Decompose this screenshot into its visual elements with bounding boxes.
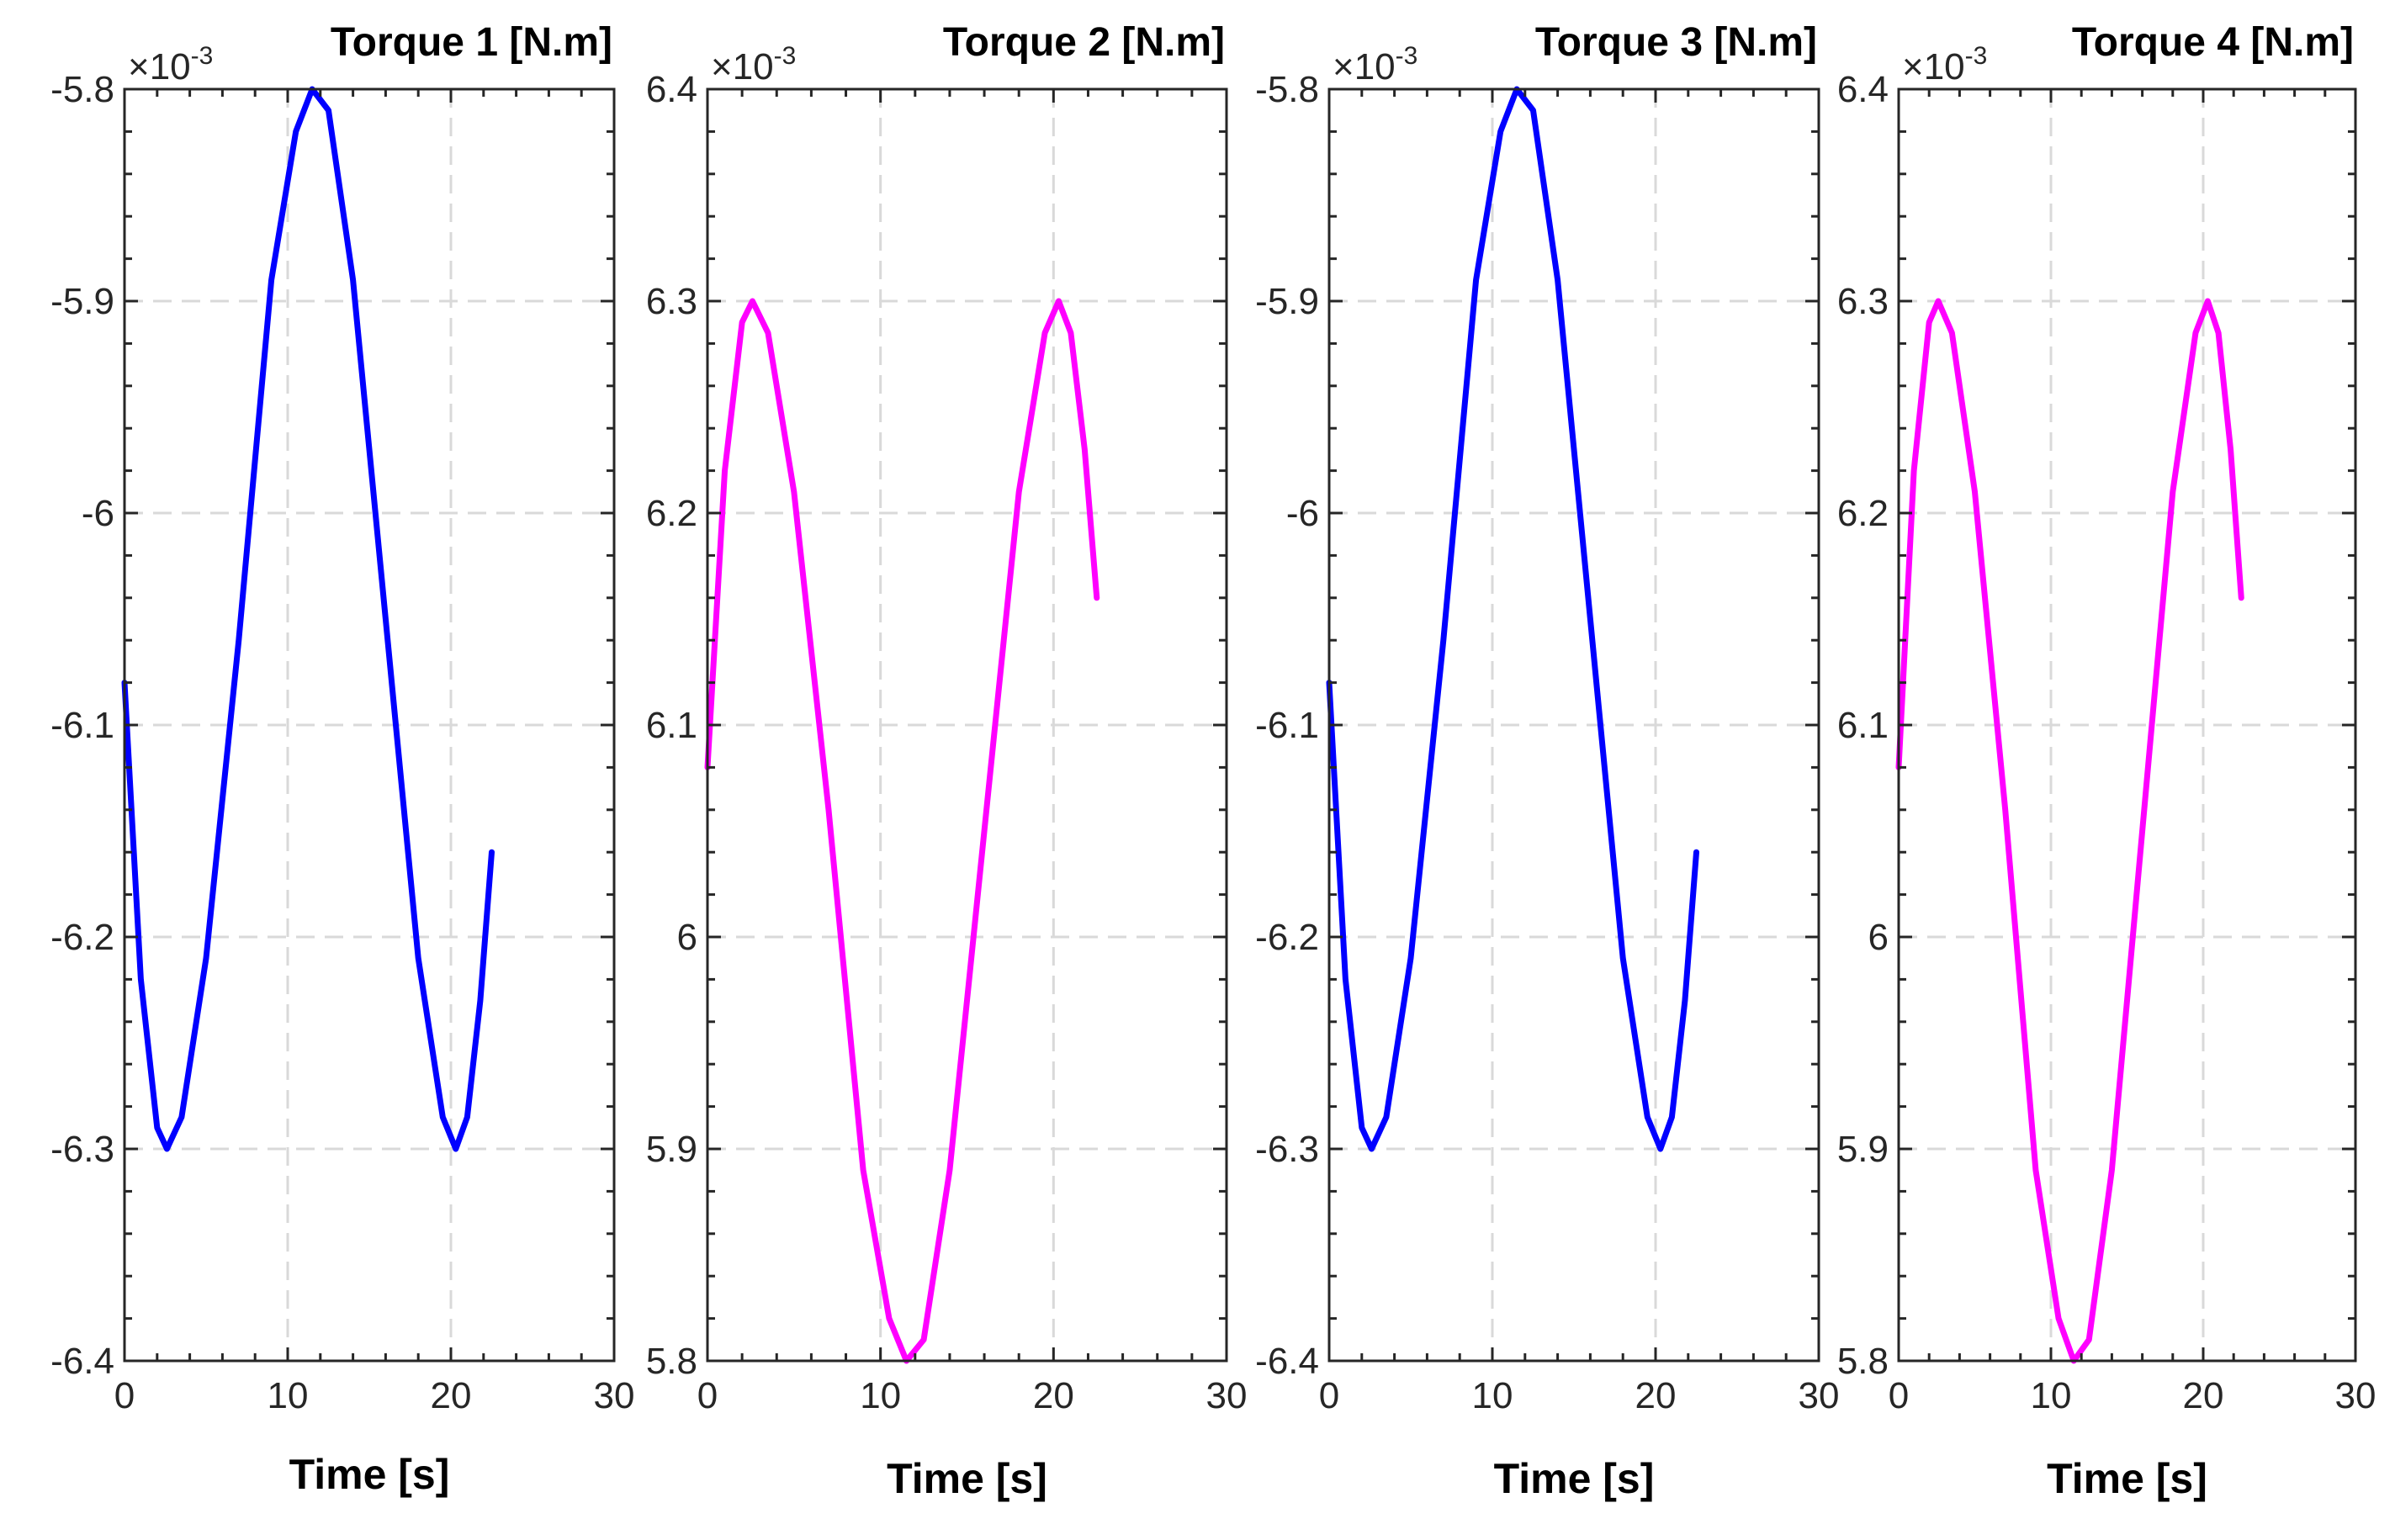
chart-title: Torque 2 [N.m] <box>943 20 1225 65</box>
y-exponent-power: -3 <box>191 42 214 70</box>
y-tick-label: 6 <box>677 917 697 958</box>
y-tick-label: -5.9 <box>1255 281 1319 322</box>
y-exponent-label: ×10-3 <box>1333 42 1417 87</box>
y-tick-label: -6.1 <box>1255 705 1319 746</box>
y-tick-label: -6.3 <box>50 1129 114 1170</box>
x-axis-title: Time [s] <box>289 1451 450 1498</box>
y-tick-label: 6.1 <box>646 705 697 746</box>
y-tick-label: 5.8 <box>1837 1341 1889 1382</box>
y-tick-label: 6.4 <box>1837 69 1889 110</box>
x-tick-label: 10 <box>2031 1375 2072 1416</box>
y-tick-label: -6.4 <box>1255 1341 1319 1382</box>
y-exponent-label: ×10-3 <box>1902 42 1987 87</box>
y-tick-label: 6.3 <box>1837 281 1889 322</box>
x-tick-label: 30 <box>1799 1375 1840 1416</box>
x-tick-label: 30 <box>1206 1375 1248 1416</box>
y-exponent-power: -3 <box>1396 42 1418 70</box>
y-tick-label: -6 <box>1286 493 1319 534</box>
y-tick-label: -6.1 <box>50 705 114 746</box>
y-tick-label: -5.8 <box>1255 69 1319 110</box>
y-tick-label: 5.9 <box>646 1129 697 1170</box>
y-tick-label: -5.9 <box>50 281 114 322</box>
y-tick-label: -6.2 <box>50 917 114 958</box>
x-axis-title: Time [s] <box>1494 1455 1655 1502</box>
x-tick-label: 10 <box>268 1375 309 1416</box>
x-tick-label: 0 <box>697 1375 718 1416</box>
y-tick-label: 6.3 <box>646 281 697 322</box>
x-tick-label: 10 <box>1472 1375 1513 1416</box>
x-tick-label: 0 <box>1319 1375 1339 1416</box>
subplot-4: 0 10 20 30 5.8 5.9 6 6.1 6.2 6.3 6.4 ×10-3 Torque 4 … <box>1837 20 2376 1502</box>
x-axis-title: Time [s] <box>887 1455 1047 1502</box>
x-tick-label: 20 <box>1635 1375 1677 1416</box>
y-tick-label: 6.1 <box>1837 705 1889 746</box>
subplot-3: 0 10 20 30 -6.4 -6.3 -6.2 -6.1 -6 -5.9 -5.8 ×10-3 To… <box>1255 20 1839 1502</box>
y-tick-label: 5.8 <box>646 1341 697 1382</box>
x-tick-label: 30 <box>2335 1375 2376 1416</box>
y-exponent-power: -3 <box>774 42 797 70</box>
y-tick-label: 6.2 <box>1837 493 1889 534</box>
chart-title: Torque 4 [N.m] <box>2072 20 2354 65</box>
y-tick-label: -5.8 <box>50 69 114 110</box>
x-tick-label: 20 <box>431 1375 472 1416</box>
subplot-2: 0 10 20 30 5.8 5.9 6 6.1 6.2 6.3 6.4 ×10-3 Torque 2 … <box>646 20 1248 1502</box>
y-tick-label: 6.2 <box>646 493 697 534</box>
y-exponent-label: ×10-3 <box>128 42 213 87</box>
y-tick-label: 5.9 <box>1837 1129 1889 1170</box>
x-axis-title: Time [s] <box>2047 1455 2207 1502</box>
y-tick-label: -6.3 <box>1255 1129 1319 1170</box>
x-tick-label: 0 <box>114 1375 135 1416</box>
y-tick-label: 6 <box>1868 917 1889 958</box>
x-tick-label: 20 <box>1033 1375 1074 1416</box>
chart-title: Torque 1 [N.m] <box>331 20 612 65</box>
x-tick-label: 10 <box>860 1375 901 1416</box>
y-exponent-power: -3 <box>1965 42 1988 70</box>
chart-title: Torque 3 [N.m] <box>1535 20 1817 65</box>
y-tick-label: 6.4 <box>646 69 697 110</box>
y-tick-label: -6.4 <box>50 1341 114 1382</box>
y-tick-label: -6 <box>82 493 114 534</box>
x-tick-label: 0 <box>1889 1375 1909 1416</box>
y-exponent-label: ×10-3 <box>711 42 796 87</box>
y-tick-label: -6.2 <box>1255 917 1319 958</box>
x-tick-label: 20 <box>2183 1375 2224 1416</box>
subplot-1: 0 10 20 30 -6.4 -6.3 -6.2 -6.1 -6 -5.9 -5.8 ×10-3 To… <box>50 20 634 1498</box>
x-tick-label: 30 <box>594 1375 635 1416</box>
